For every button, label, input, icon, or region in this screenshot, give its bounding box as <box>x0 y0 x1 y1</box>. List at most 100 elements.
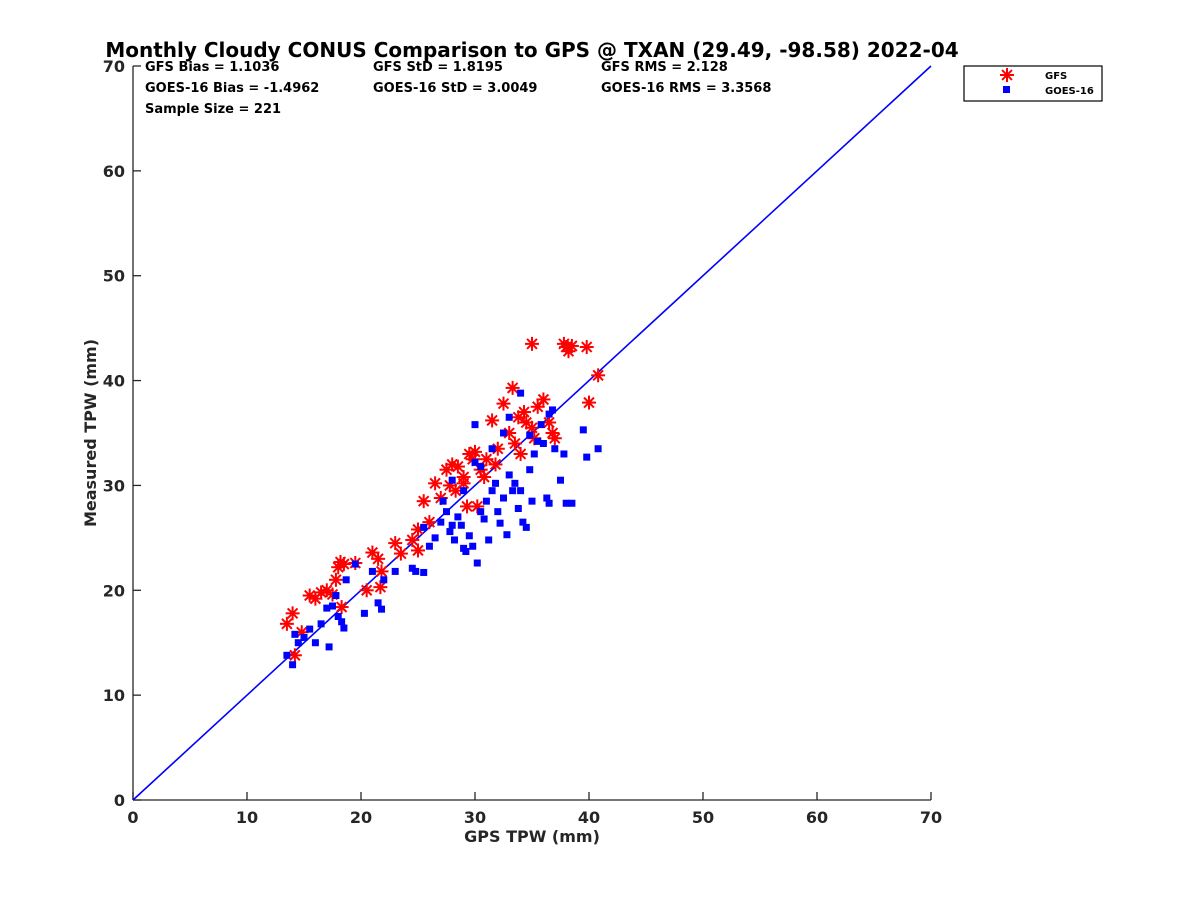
goes16-point <box>519 518 527 526</box>
goes16-point <box>545 499 553 507</box>
x-tick-label: 10 <box>236 808 258 827</box>
goes16-point <box>471 421 479 429</box>
legend-gfs-marker <box>1000 68 1014 82</box>
y-tick-label: 20 <box>103 581 125 600</box>
gfs-point <box>388 536 403 551</box>
goes16-point <box>317 620 325 628</box>
asterisk-stroke <box>478 471 490 483</box>
asterisk-stroke <box>395 547 407 560</box>
goes16-point <box>457 521 465 529</box>
asterisk-stroke <box>512 411 524 423</box>
goes16-point <box>594 445 602 453</box>
x-tick-label: 30 <box>464 808 486 827</box>
goes16-point <box>469 542 477 550</box>
asterisk-stroke <box>375 565 388 578</box>
gfs-point <box>450 459 465 474</box>
goes16-point <box>509 487 517 495</box>
goes16-point <box>374 599 382 607</box>
gfs-point <box>428 476 443 491</box>
asterisk-stroke <box>406 534 418 546</box>
gfs-point <box>405 532 420 547</box>
asterisk-stroke <box>546 427 559 439</box>
asterisk-stroke <box>281 618 293 630</box>
goes16-point <box>332 592 340 600</box>
statistics-annotations: GFS Bias = 1.1036 GFS StD = 1.8195 GFS R… <box>145 60 771 117</box>
y-tick-label: 60 <box>103 162 125 181</box>
goes16-point <box>465 532 473 540</box>
goes16-point <box>300 633 308 641</box>
y-tick-label: 30 <box>103 476 125 495</box>
goes16-point <box>420 568 428 576</box>
x-tick-label: 50 <box>692 808 714 827</box>
goes16-point <box>443 508 450 516</box>
sample-size-text: Sample Size = 221 <box>145 102 281 117</box>
gfs-point <box>525 336 539 351</box>
y-axis-label: Measured TPW (mm) <box>81 339 100 527</box>
goes16-point <box>583 453 591 461</box>
chart-title: Monthly Cloudy CONUS Comparison to GPS @… <box>105 38 958 62</box>
goes16-point <box>480 515 488 523</box>
asterisk-stroke <box>289 649 301 661</box>
goes16-point <box>503 531 511 539</box>
axes: 0 10 20 30 40 50 60 70 0 10 20 30 40 50 60 70 <box>103 57 942 827</box>
goes16-point <box>526 466 534 474</box>
goes16-point <box>530 450 538 458</box>
x-tick-label: 70 <box>920 808 942 827</box>
asterisk-stroke <box>592 369 604 381</box>
legend-gfs-asterisk <box>1000 68 1014 82</box>
goes16-point <box>454 513 462 521</box>
asterisk-stroke <box>321 584 333 596</box>
goes16-point <box>334 613 342 620</box>
goes16-point <box>517 389 525 397</box>
gfs-point <box>507 436 522 451</box>
goes16-point <box>560 450 568 458</box>
goes16-point <box>439 497 447 505</box>
goes16-point <box>412 567 420 575</box>
goes16-point <box>294 639 302 647</box>
goes16-point <box>477 463 485 471</box>
x-tick-label: 0 <box>127 808 138 827</box>
goes16-point <box>329 602 336 610</box>
goes16-point <box>471 458 479 466</box>
asterisk-stroke <box>486 414 498 427</box>
gfs-point <box>279 616 294 631</box>
asterisk-stroke <box>526 338 538 350</box>
asterisk-stroke <box>489 458 502 471</box>
asterisk-stroke <box>372 553 384 565</box>
gfs-point <box>439 462 454 477</box>
goes16-point <box>534 437 542 445</box>
goes16-point <box>460 487 468 495</box>
gfs-point <box>334 600 349 615</box>
gfs-point <box>496 396 511 411</box>
gfs-series <box>279 336 606 663</box>
goes16-point <box>340 624 348 632</box>
asterisk-stroke <box>446 458 458 471</box>
asterisk-stroke <box>361 584 373 596</box>
asterisk-stroke <box>549 432 561 444</box>
goes16-point <box>496 519 504 527</box>
goes16-point <box>500 429 507 437</box>
gfs-point <box>513 446 528 461</box>
asterisk-stroke <box>296 626 308 638</box>
goes16-point <box>360 609 368 617</box>
goes16-point <box>488 487 496 495</box>
gfs-point <box>374 564 389 579</box>
x-tick-label: 40 <box>578 808 600 827</box>
legend-box <box>963 65 1103 102</box>
gfs-std-text: GFS StD = 1.8195 <box>373 60 503 75</box>
y-tick-label: 40 <box>103 372 125 391</box>
legend-goes16-marker <box>1003 86 1010 93</box>
goes16-point <box>549 406 557 414</box>
goes16-point <box>420 523 428 531</box>
goes16-point <box>522 523 530 531</box>
asterisk-stroke <box>389 537 401 549</box>
gfs-point <box>505 380 520 395</box>
goes16-point <box>528 497 536 505</box>
goes16-point <box>378 605 386 613</box>
gfs-point <box>485 413 500 428</box>
asterisk-stroke <box>514 448 527 460</box>
gfs-point <box>328 572 343 587</box>
asterisk-stroke <box>418 495 430 507</box>
asterisk-stroke <box>412 544 424 557</box>
